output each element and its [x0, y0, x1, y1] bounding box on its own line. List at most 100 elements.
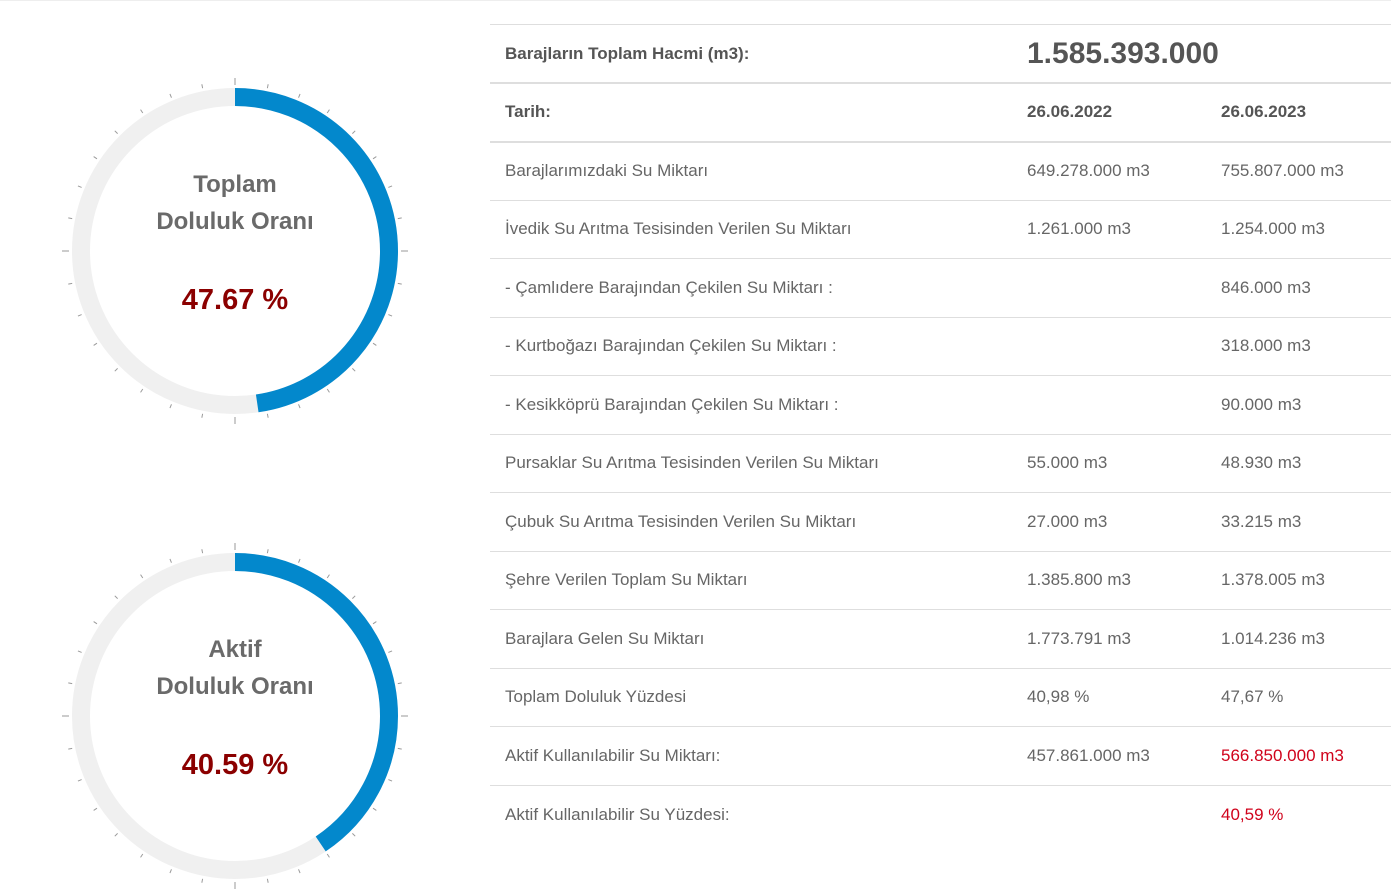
row-value-2022: 55.000 m3 — [1012, 433, 1206, 493]
gauge-tick — [140, 109, 144, 114]
active-gauge-title-line2: Doluluk Oranı — [156, 673, 314, 700]
gauge-tick — [372, 807, 377, 811]
gauge-tick — [266, 413, 269, 418]
gauge-tick — [298, 869, 301, 874]
top-divider — [0, 0, 1391, 1]
total-gauge-title-line2: Doluluk Oranı — [156, 208, 314, 235]
gauge-tick — [266, 878, 269, 883]
gauge-tick — [68, 682, 73, 685]
table-row: Şehre Verilen Toplam Su Miktarı 1.385.80… — [490, 550, 1391, 610]
gauge-tick — [93, 621, 98, 625]
total-gauge-value: 47.67 % — [181, 284, 289, 316]
gauge-tick — [397, 747, 402, 750]
row-value-2022: 27.000 m3 — [1012, 492, 1206, 551]
gauge-tick — [372, 156, 377, 160]
row-value-2022 — [1012, 784, 1206, 844]
table-row: Çubuk Su Arıtma Tesisinden Verilen Su Mi… — [490, 492, 1391, 551]
gauge-tick — [326, 574, 330, 579]
gauge-tick — [397, 282, 402, 285]
gauge-tick — [114, 368, 118, 372]
gauge-tick — [298, 558, 301, 563]
gauge-tick — [326, 853, 330, 858]
row-label: Aktif Kullanılabilir Su Yüzdesi: — [490, 784, 1012, 844]
gauge-tick — [201, 549, 204, 554]
table-row: Aktif Kullanılabilir Su Yüzdesi: 40,59 % — [490, 784, 1391, 844]
row-label: Barajlarımızdaki Su Miktarı — [490, 140, 1012, 200]
row-label: - Kesikköprü Barajından Çekilen Su Mikta… — [490, 375, 1012, 434]
gauge-ticks — [62, 78, 408, 424]
gauge-tick — [201, 878, 204, 883]
row-label: Aktif Kullanılabilir Su Miktarı: — [490, 726, 1012, 785]
gauge-tick — [352, 130, 356, 134]
row-value-2023: 90.000 m3 — [1206, 375, 1391, 434]
table-row: - Kesikköprü Barajından Çekilen Su Mikta… — [490, 375, 1391, 434]
row-label: Pursaklar Su Arıtma Tesisinden Verilen S… — [490, 433, 1012, 493]
row-value-2022: 40,98 % — [1012, 667, 1206, 727]
gauge-tick — [266, 549, 269, 554]
table-row: - Çamlıdere Barajından Çekilen Su Miktar… — [490, 258, 1391, 317]
total-gauge-title-line1: Toplam — [193, 171, 277, 198]
gauge-tick — [388, 185, 393, 188]
table-row: - Kurtboğazı Barajından Çekilen Su Mikta… — [490, 316, 1391, 376]
table-row: Aktif Kullanılabilir Su Miktarı: 457.861… — [490, 726, 1391, 785]
gauge-tick — [169, 404, 172, 409]
gauge-tick — [201, 413, 204, 418]
gauge-tick — [77, 185, 82, 188]
gauge-tick — [397, 217, 402, 220]
row-value-2023: 48.930 m3 — [1206, 433, 1391, 493]
gauge-tick — [201, 84, 204, 89]
row-value-2022 — [1012, 375, 1206, 434]
date-2022: 26.06.2022 — [1012, 82, 1206, 142]
gauge-tick — [77, 650, 82, 653]
total-volume-row: Barajların Toplam Hacmi (m3): 1.585.393.… — [490, 24, 1391, 83]
gauge-tick — [77, 314, 82, 317]
row-value-2022: 1.773.791 m3 — [1012, 609, 1206, 668]
active-gauge-title-line1: Aktif — [208, 636, 262, 663]
gauge-tick — [352, 833, 356, 837]
gauge-tick — [388, 779, 393, 782]
row-value-2023: 318.000 m3 — [1206, 316, 1391, 376]
gauge-ticks — [62, 543, 408, 889]
total-volume-label: Barajların Toplam Hacmi (m3): — [490, 24, 1012, 83]
date-2023: 26.06.2023 — [1206, 82, 1391, 142]
row-value-2023: 755.807.000 m3 — [1206, 140, 1391, 200]
row-value-2023-highlight: 40,59 % — [1206, 784, 1391, 844]
row-value-2023-highlight: 566.850.000 m3 — [1206, 726, 1391, 785]
row-label: Toplam Doluluk Yüzdesi — [490, 667, 1012, 727]
gauge-tick — [140, 388, 144, 393]
gauge-tick — [169, 869, 172, 874]
row-label: Barajlara Gelen Su Miktarı — [490, 609, 1012, 668]
table-row: Toplam Doluluk Yüzdesi 40,98 % 47,67 % — [490, 667, 1391, 727]
row-value-2022: 1.261.000 m3 — [1012, 199, 1206, 259]
gauge-tick — [169, 93, 172, 98]
gauge-tick — [388, 650, 393, 653]
gauge-fill-arc — [72, 553, 398, 879]
dam-statistics-table: Barajların Toplam Hacmi (m3): 1.585.393.… — [490, 24, 1391, 844]
active-gauge-value: 40.59 % — [181, 749, 289, 781]
row-value-2022: 457.861.000 m3 — [1012, 726, 1206, 785]
gauge-fill-arc — [72, 88, 398, 414]
row-label: Çubuk Su Arıtma Tesisinden Verilen Su Mi… — [490, 492, 1012, 551]
table-row: Pursaklar Su Arıtma Tesisinden Verilen S… — [490, 433, 1391, 493]
gauge-tick — [372, 621, 377, 625]
active-gauge-title: Aktif Doluluk Oranı — [60, 631, 410, 705]
active-gauge-ring — [62, 543, 408, 889]
gauge-tick — [93, 342, 98, 346]
gauge-tick — [114, 130, 118, 134]
date-label: Tarih: — [490, 82, 1012, 142]
total-gauge-ring — [62, 78, 408, 424]
gauge-tick — [266, 84, 269, 89]
table-row: Barajlara Gelen Su Miktarı 1.773.791 m3 … — [490, 609, 1391, 668]
row-label: - Kurtboğazı Barajından Çekilen Su Mikta… — [490, 316, 1012, 376]
row-value-2022 — [1012, 316, 1206, 376]
gauge-tick — [169, 558, 172, 563]
gauge-tick — [352, 595, 356, 599]
gauge-tick — [388, 314, 393, 317]
row-value-2023: 1.014.236 m3 — [1206, 609, 1391, 668]
gauge-tick — [326, 388, 330, 393]
row-label: - Çamlıdere Barajından Çekilen Su Miktar… — [490, 258, 1012, 317]
row-value-2023: 1.378.005 m3 — [1206, 550, 1391, 610]
row-label: Şehre Verilen Toplam Su Miktarı — [490, 550, 1012, 610]
table-row: İvedik Su Arıtma Tesisinden Verilen Su M… — [490, 199, 1391, 259]
gauge-tick — [77, 779, 82, 782]
